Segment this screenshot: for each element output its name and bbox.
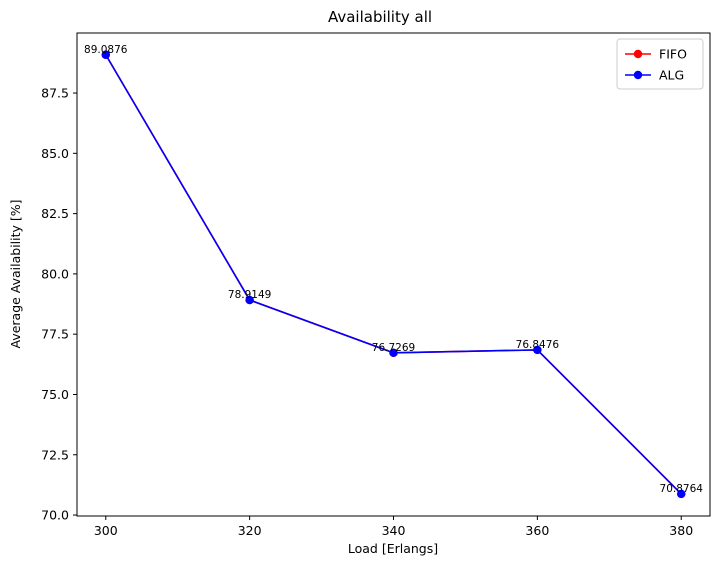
y-axis: 70.0 72.5 75.0 77.5 80.0 82.5 85.0 87.5: [41, 86, 77, 523]
y-axis-label: Average Availability [%]: [8, 199, 23, 348]
data-label: 89.0876: [84, 44, 128, 56]
data-point-alg: [533, 345, 542, 355]
x-tick-label: 380: [669, 523, 693, 538]
data-label: 76.8476: [516, 339, 560, 351]
y-tick-label: 77.5: [41, 327, 69, 342]
x-tick-label: 320: [238, 523, 262, 538]
x-axis: 300 320 340 360 380: [94, 516, 693, 538]
legend: FIFO ALG: [616, 38, 704, 90]
x-tick-label: 360: [525, 523, 549, 538]
y-tick-label: 82.5: [41, 206, 69, 221]
data-label: 70.8764: [660, 483, 704, 495]
legend-marker-fifo: [633, 49, 643, 59]
data-point-alg: [389, 348, 398, 358]
legend-marker-alg: [633, 70, 643, 80]
x-tick-label: 340: [382, 523, 406, 538]
y-tick-label: 72.5: [41, 447, 69, 462]
data-label: 76.7269: [372, 342, 415, 354]
x-tick-label: 300: [94, 523, 118, 538]
x-axis-label: Load [Erlangs]: [348, 541, 438, 556]
series-line-alg: [105, 54, 682, 495]
data-point-alg: [101, 50, 110, 59]
data-point-alg: [245, 295, 254, 305]
y-tick-label: 85.0: [41, 146, 69, 161]
legend-label-alg: ALG: [659, 68, 684, 83]
legend-label-fifo: FIFO: [659, 47, 687, 62]
data-point-alg: [677, 489, 686, 499]
data-label: 78.9149: [228, 289, 271, 301]
data-labels: 89.0876 78.9149 76.7269 76.8476 70.8764: [84, 44, 703, 495]
plot-area: [76, 32, 711, 517]
chart-title: Availability all: [328, 8, 432, 26]
series-layer: [101, 50, 686, 499]
y-tick-label: 87.5: [41, 86, 69, 101]
series-line-fifo: [105, 54, 682, 495]
y-tick-label: 70.0: [41, 508, 69, 523]
y-tick-label: 75.0: [41, 387, 69, 402]
y-tick-label: 80.0: [41, 266, 69, 281]
